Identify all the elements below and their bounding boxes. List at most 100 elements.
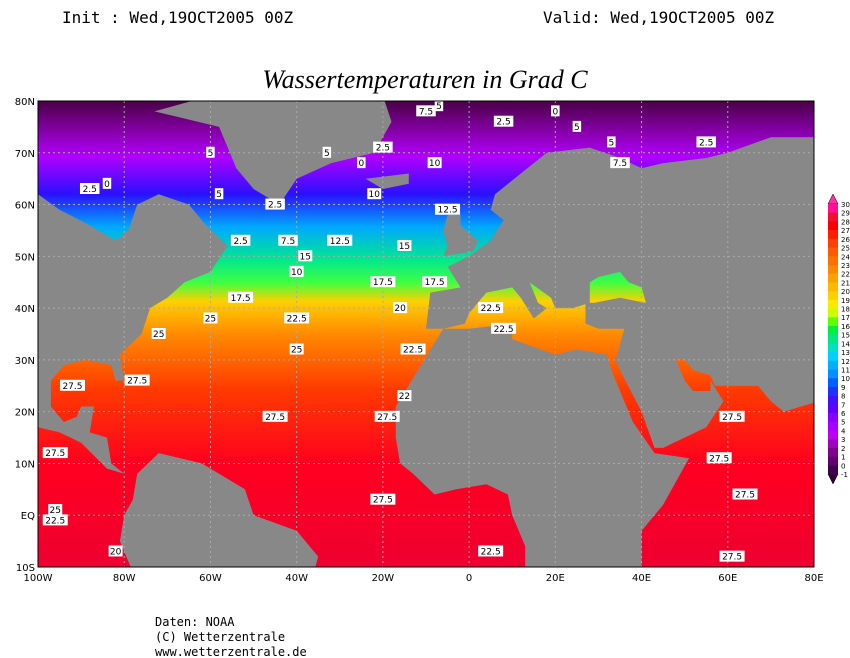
colorbar-end: [827, 193, 839, 205]
colorbar-label: 27: [841, 227, 850, 235]
colorbar-label: 17: [841, 314, 850, 322]
contour-label: 22: [399, 392, 410, 402]
contour-label: 25: [205, 314, 216, 324]
colorbar-segment: [828, 308, 838, 318]
contour-label-box: [572, 120, 582, 132]
colorbar-label: 0: [841, 462, 845, 470]
contour-label: 0: [358, 159, 364, 169]
colorbar-label: 25: [841, 245, 850, 253]
contour-label-box: [607, 136, 616, 148]
colorbar-segment: [828, 221, 838, 231]
contour-label-box: [719, 550, 745, 562]
contour-label: 17.5: [425, 278, 445, 288]
contour-label: 5: [216, 190, 222, 200]
contour-label-box: [370, 493, 396, 505]
contour-label: 2.5: [496, 118, 510, 128]
contour-label: 0: [104, 180, 110, 190]
colorbar-label: 30: [841, 201, 850, 209]
lat-label: 50N: [15, 252, 35, 263]
footer-line: Daten: NOAA: [155, 615, 235, 629]
contour-label: 12.5: [330, 237, 350, 247]
lat-label: 40N: [15, 304, 35, 315]
lat-label: 10N: [15, 459, 35, 470]
land: [119, 453, 319, 567]
contour-label: 27.5: [735, 491, 755, 501]
contour-label-box: [265, 198, 285, 210]
contour-label: 17.5: [373, 278, 393, 288]
land: [365, 173, 409, 189]
contour-label-box: [393, 302, 408, 314]
colorbar-label: 13: [841, 349, 850, 357]
lon-label: 60E: [718, 573, 737, 584]
contour-label-box: [478, 302, 504, 314]
lon-label: 40W: [285, 573, 308, 584]
colorbar-segment: [828, 413, 838, 423]
lat-label: 80N: [15, 97, 35, 108]
contour-label: 2.5: [83, 185, 97, 195]
colorbar-label: 21: [841, 279, 850, 287]
lat-label: 30N: [15, 356, 35, 367]
colorbar-label: 26: [841, 236, 850, 244]
colorbar-segment: [828, 360, 838, 370]
lat-label: 70N: [15, 149, 35, 160]
colorbar-segment: [828, 256, 838, 266]
land: [154, 101, 392, 205]
colorbar-label: 22: [841, 271, 850, 279]
colorbar-segment: [828, 334, 838, 344]
contour-label-box: [108, 545, 123, 557]
contour-label-box: [228, 291, 254, 303]
colorbar-label: 23: [841, 262, 850, 270]
colorbar-segment: [828, 291, 838, 301]
contour-label: 2.5: [268, 201, 282, 211]
contour-label-box: [493, 115, 514, 127]
colorbar-segment: [828, 386, 838, 396]
colorbar-segment: [828, 456, 838, 466]
contour-label-box: [610, 157, 630, 169]
colorbar-label: 15: [841, 332, 850, 340]
contour-label-box: [397, 239, 412, 251]
contour-label-box: [373, 141, 393, 153]
lat-label: EQ: [21, 511, 35, 522]
contour-label: 27.5: [265, 413, 285, 423]
contour-label: 2.5: [376, 144, 390, 154]
land: [395, 323, 689, 567]
colorbar-segment: [828, 430, 838, 440]
colorbar-end: [827, 473, 839, 485]
contour-label: 15: [300, 252, 311, 262]
contour-label-box: [203, 312, 218, 324]
contour-label: 17.5: [231, 294, 251, 304]
colorbar-label: 20: [841, 288, 850, 296]
contour-label: 20: [110, 547, 122, 557]
colorbar-segment: [828, 247, 838, 257]
contour-label: 10: [291, 268, 303, 278]
colorbar-segment: [828, 395, 838, 405]
contour-label-box: [427, 157, 442, 169]
contour-label-box: [397, 390, 412, 402]
contour-label-box: [42, 514, 68, 526]
contour-label-box: [435, 203, 461, 215]
colorbar-segment: [828, 352, 838, 362]
colorbar-segment: [828, 404, 838, 414]
contour-label-box: [289, 343, 304, 355]
contour-label-box: [367, 188, 382, 200]
lon-label: 80E: [804, 573, 823, 584]
contour-label-box: [374, 410, 400, 422]
land: [443, 214, 478, 257]
colorbar-label: -1: [841, 471, 848, 479]
contour-label: 5: [609, 138, 615, 148]
contour-label: 25: [291, 346, 302, 356]
colorbar-segment: [828, 325, 838, 335]
colorbar-segment: [828, 447, 838, 457]
contour-label-box: [59, 379, 85, 391]
contour-label: 22.5: [287, 314, 307, 324]
contour-label-box: [42, 447, 68, 459]
valid-label: Valid: Wed,19OCT2005 00Z: [543, 8, 775, 27]
contour-label: 27.5: [45, 449, 65, 459]
colorbar-label: 5: [841, 419, 845, 427]
colorbar-label: 8: [841, 393, 845, 401]
colorbar-label: 12: [841, 358, 850, 366]
lat-label: 60N: [15, 201, 35, 212]
contour-label: 22.5: [494, 325, 514, 335]
contour-label: 27.5: [373, 496, 393, 506]
contour-label-box: [151, 328, 166, 339]
